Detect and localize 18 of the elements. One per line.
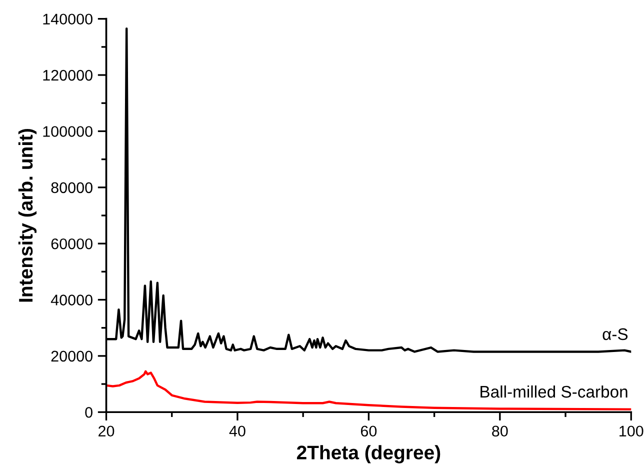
x-tick-label: 40 xyxy=(229,426,246,437)
y-axis-title: Intensity (arb. unit) xyxy=(18,128,37,302)
y-tick-label: 100000 xyxy=(43,126,92,137)
y-tick-label: 140000 xyxy=(43,14,92,25)
y-tick-label: 20000 xyxy=(51,350,92,362)
x-tick-label: 60 xyxy=(360,426,377,437)
y-tick-label: 0 xyxy=(85,406,92,418)
y-tick-label: 120000 xyxy=(43,70,92,81)
series-label: α-S xyxy=(602,328,628,340)
x-tick-label: 80 xyxy=(492,426,508,437)
series-label: Ball-milled S-carbon xyxy=(480,385,628,398)
y-tick-label: 80000 xyxy=(51,182,92,194)
x-tick-label: 100 xyxy=(620,426,644,437)
x-tick-label: 20 xyxy=(98,426,114,437)
line-series xyxy=(106,370,632,410)
x-axis-title: 2Theta (degree) xyxy=(296,445,440,464)
y-tick-label: 40000 xyxy=(50,294,92,306)
y-tick-label: 60000 xyxy=(51,238,92,250)
